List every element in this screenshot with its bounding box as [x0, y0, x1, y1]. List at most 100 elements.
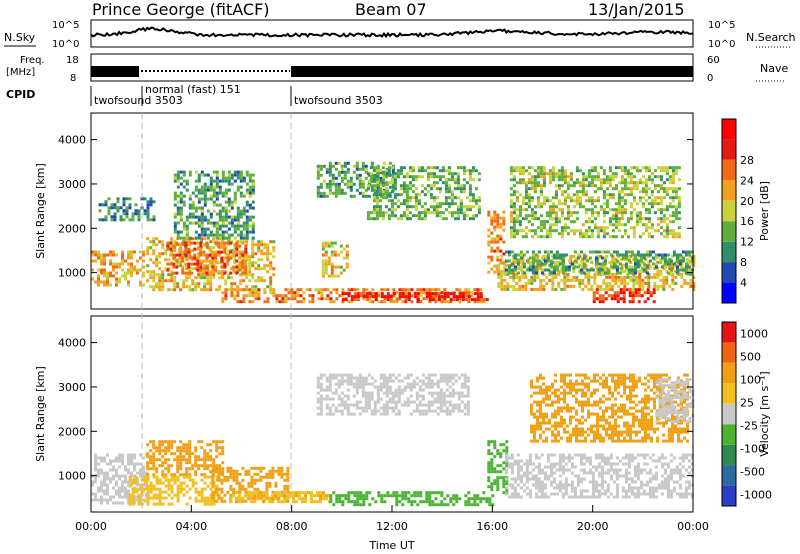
data-cell [245, 221, 249, 225]
data-cell [674, 169, 678, 173]
data-cell [167, 464, 171, 468]
data-cell [560, 229, 564, 233]
freq-tick-top: 18 [66, 55, 79, 66]
data-cell [146, 270, 150, 274]
data-cell [280, 466, 284, 470]
data-cell [200, 212, 204, 216]
data-cell [404, 297, 408, 301]
data-cell [100, 480, 103, 484]
data-cell [316, 382, 320, 386]
data-cell [169, 262, 173, 266]
data-cell [420, 184, 424, 188]
data-cell [378, 205, 382, 209]
data-cell [542, 235, 546, 239]
data-cell [647, 169, 651, 173]
data-cell [152, 446, 156, 450]
data-cell [649, 294, 653, 298]
data-cell [554, 263, 558, 267]
data-cell [405, 199, 409, 203]
data-cell [97, 471, 100, 475]
data-cell [152, 473, 156, 477]
data-cell [232, 253, 236, 257]
data-cell [233, 288, 237, 292]
data-cell [602, 278, 606, 282]
data-cell [623, 199, 627, 203]
data-cell [509, 263, 513, 267]
data-cell [257, 240, 261, 244]
data-cell [266, 300, 270, 304]
data-cell [316, 412, 320, 416]
data-cell [662, 181, 666, 185]
data-cell [182, 458, 186, 462]
data-cell [199, 241, 203, 245]
data-cell [251, 179, 255, 183]
data-cell [128, 496, 132, 500]
data-cell [515, 232, 519, 236]
data-cell [239, 288, 243, 292]
data-cell [617, 208, 621, 212]
data-cell [558, 253, 562, 257]
data-cell [593, 199, 597, 203]
data-cell [235, 244, 239, 248]
data-cell [563, 275, 567, 279]
data-cell [439, 391, 443, 395]
data-cell [509, 187, 513, 191]
data-cell [381, 214, 385, 218]
data-cell [230, 288, 234, 292]
data-cell [602, 235, 606, 239]
data-cell [381, 181, 385, 185]
data-cell [248, 264, 252, 268]
data-cell [266, 297, 270, 301]
data-cell [451, 409, 455, 413]
data-cell [447, 178, 451, 182]
data-cell [632, 235, 636, 239]
data-cell [274, 494, 277, 498]
data-cell [581, 278, 585, 282]
data-cell [438, 214, 442, 218]
data-cell [518, 172, 522, 176]
data-cell [346, 388, 350, 392]
data-cell [377, 494, 381, 498]
data-cell [230, 200, 234, 204]
data-cell [142, 283, 145, 287]
data-cell [569, 172, 573, 176]
data-cell [635, 202, 639, 206]
data-cell [566, 193, 570, 197]
data-cell [139, 256, 142, 260]
data-cell [158, 490, 162, 494]
data-cell [605, 284, 609, 288]
data-cell [686, 281, 690, 285]
data-cell [377, 491, 381, 495]
data-cell [608, 284, 612, 288]
data-cell [687, 253, 691, 257]
data-cell [387, 193, 391, 197]
data-cell [268, 475, 272, 479]
data-cell [327, 244, 331, 248]
data-cell [212, 440, 216, 444]
data-cell [103, 483, 106, 487]
data-cell [674, 187, 678, 191]
data-cell [173, 276, 177, 280]
data-cell [545, 229, 549, 233]
data-cell [645, 271, 649, 275]
data-cell [242, 209, 246, 213]
data-cell [301, 491, 304, 495]
data-cell [227, 203, 231, 207]
data-cell [582, 262, 586, 266]
data-cell [572, 181, 576, 185]
data-cell [215, 475, 219, 479]
data-cell [106, 274, 109, 278]
data-cell [409, 400, 413, 404]
data-cell [155, 264, 159, 268]
data-cell [242, 294, 246, 298]
data-cell [358, 400, 362, 404]
data-cell [447, 211, 451, 215]
data-cell [681, 250, 685, 254]
data-cell [149, 440, 153, 444]
data-cell [542, 172, 546, 176]
data-cell [331, 182, 335, 186]
data-cell [241, 487, 245, 491]
data-cell [441, 175, 445, 179]
data-cell [632, 232, 636, 236]
data-cell [405, 187, 409, 191]
